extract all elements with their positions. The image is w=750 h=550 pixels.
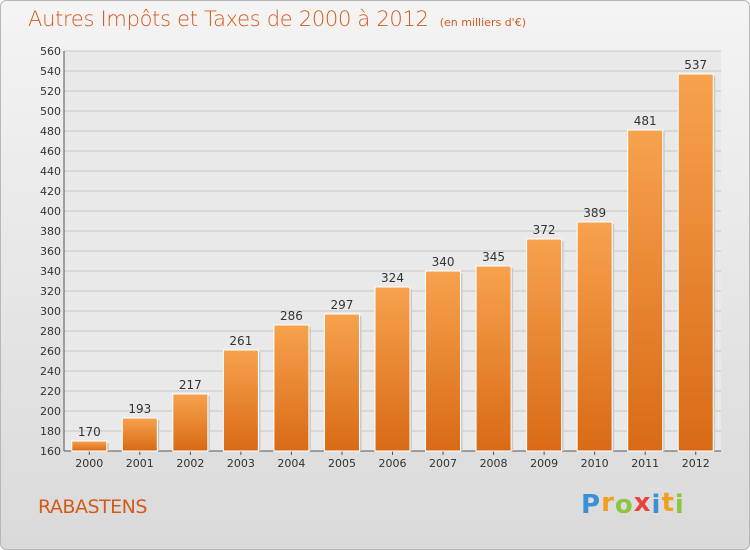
brand-logo-letter: r bbox=[601, 488, 615, 518]
data-label-2005: 297 bbox=[331, 298, 354, 312]
bar-2005 bbox=[323, 313, 360, 452]
bar-2002 bbox=[172, 393, 209, 452]
brand-logo-letter: o bbox=[614, 490, 634, 520]
x-tick-label-2006: 2006 bbox=[379, 457, 407, 470]
y-tick-label: 300 bbox=[40, 305, 61, 318]
y-tick-label: 240 bbox=[40, 365, 61, 378]
data-label-2006: 324 bbox=[381, 271, 404, 285]
x-tick-label-2005: 2005 bbox=[328, 457, 356, 470]
y-tick-label: 320 bbox=[40, 285, 61, 298]
y-tick-label: 540 bbox=[40, 65, 61, 78]
y-tick-label: 500 bbox=[40, 105, 61, 118]
bar-2003 bbox=[222, 349, 259, 452]
y-tick-label: 460 bbox=[40, 145, 61, 158]
bar-2001 bbox=[121, 417, 158, 452]
y-tick-label: 180 bbox=[40, 425, 61, 438]
chart-subtitle: (en milliers d'€) bbox=[439, 16, 526, 29]
brand-logo: Proxiti bbox=[581, 488, 685, 520]
brand-logo-letter: x bbox=[633, 488, 652, 518]
x-tick-label-2000: 2000 bbox=[75, 457, 103, 470]
y-tick-label: 420 bbox=[40, 185, 61, 198]
x-tick-label-2012: 2012 bbox=[682, 457, 710, 470]
y-tick-label: 360 bbox=[40, 245, 61, 258]
data-label-2011: 481 bbox=[634, 114, 657, 128]
bar-2012 bbox=[677, 73, 714, 452]
bar-2000 bbox=[71, 440, 108, 452]
bar-2008 bbox=[475, 265, 512, 452]
y-tick-label: 400 bbox=[40, 205, 61, 218]
y-tick-label: 220 bbox=[40, 385, 61, 398]
axis-layer: 160 180 200 220 240 260 280 300 320 340 360 380 400 4… bbox=[40, 45, 721, 470]
y-tick-label: 280 bbox=[40, 325, 61, 338]
label-layer: 170 193 217 261 286 297 324 340 345 372 389 481 537 bbox=[78, 58, 707, 439]
brand-logo-letter: i bbox=[651, 490, 662, 520]
brand-logo-letter: i bbox=[674, 490, 685, 520]
bar-layer bbox=[71, 73, 716, 452]
chart-title: Autres Impôts et Taxes de 2000 à 2012 bbox=[28, 7, 429, 31]
data-label-2001: 193 bbox=[128, 402, 151, 416]
data-label-2010: 389 bbox=[583, 206, 606, 220]
y-tick-label: 160 bbox=[40, 445, 61, 458]
y-tick-label: 260 bbox=[40, 345, 61, 358]
brand-logo-letter: P bbox=[581, 490, 602, 520]
x-tick-label-2009: 2009 bbox=[530, 457, 558, 470]
data-label-2009: 372 bbox=[533, 223, 556, 237]
bar-2010 bbox=[576, 221, 613, 452]
x-tick-label-2004: 2004 bbox=[277, 457, 305, 470]
y-tick-label: 480 bbox=[40, 125, 61, 138]
x-tick-label-2003: 2003 bbox=[227, 457, 255, 470]
bar-2007 bbox=[425, 270, 462, 452]
y-tick-label: 200 bbox=[40, 405, 61, 418]
data-label-2008: 345 bbox=[482, 250, 505, 264]
bar-2006 bbox=[374, 286, 411, 452]
data-label-2004: 286 bbox=[280, 309, 303, 323]
data-label-2003: 261 bbox=[229, 334, 252, 348]
x-tick-label-2007: 2007 bbox=[429, 457, 457, 470]
data-label-2000: 170 bbox=[78, 425, 101, 439]
x-tick-label-2001: 2001 bbox=[126, 457, 154, 470]
y-tick-label: 560 bbox=[40, 45, 61, 58]
brand-logo-letter: t bbox=[661, 488, 675, 518]
x-tick-label-2010: 2010 bbox=[581, 457, 609, 470]
y-tick-label: 440 bbox=[40, 165, 61, 178]
y-tick-label: 520 bbox=[40, 85, 61, 98]
x-tick-label-2008: 2008 bbox=[480, 457, 508, 470]
data-label-2012: 537 bbox=[684, 58, 707, 72]
x-tick-label-2011: 2011 bbox=[631, 457, 659, 470]
data-label-2002: 217 bbox=[179, 378, 202, 392]
y-tick-label: 340 bbox=[40, 265, 61, 278]
location-name: RABASTENS bbox=[38, 496, 147, 518]
x-tick-label-2002: 2002 bbox=[176, 457, 204, 470]
data-label-2007: 340 bbox=[432, 255, 455, 269]
bar-2009 bbox=[526, 238, 563, 452]
bar-2011 bbox=[627, 129, 664, 452]
title-row: Autres Impôts et Taxes de 2000 à 2012 (e… bbox=[28, 7, 526, 31]
bar-2004 bbox=[273, 324, 310, 452]
y-tick-label: 380 bbox=[40, 225, 61, 238]
